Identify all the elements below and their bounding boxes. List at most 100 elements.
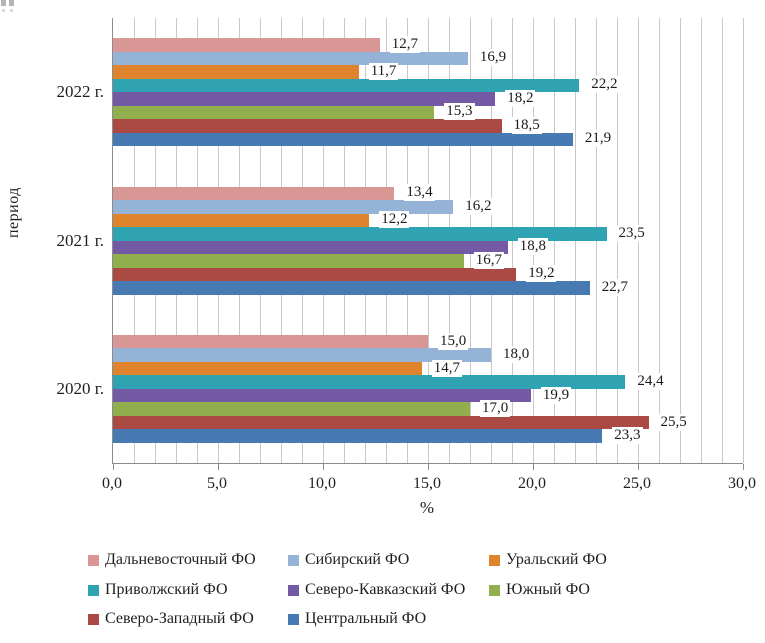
category-label: 2021 г. bbox=[56, 230, 104, 250]
bar-2020-s0 bbox=[113, 334, 428, 349]
bar-2022-s4 bbox=[113, 92, 496, 106]
legend-item: Северо-Западный ФО bbox=[88, 609, 254, 629]
axis-tick bbox=[217, 464, 219, 470]
x-tick-label: 0,0 bbox=[102, 475, 122, 492]
legend-swatch-icon bbox=[88, 554, 99, 566]
bar-2022-s7 bbox=[113, 132, 573, 147]
plot-area: 12,7 16,9 11,7 22,2 18,2 15,3 18,5 21,9 13,4 16,2… bbox=[112, 18, 744, 470]
bar-2022-s2 bbox=[113, 65, 359, 79]
data-label: 19,9 bbox=[540, 386, 572, 404]
legend-item: Дальневосточный ФО bbox=[88, 550, 256, 570]
data-label: 18,8 bbox=[517, 238, 549, 256]
data-label: 16,2 bbox=[463, 197, 494, 215]
bar-2020-s2 bbox=[113, 361, 422, 376]
data-label: 22,7 bbox=[599, 278, 630, 296]
legend-item: Уральский ФО bbox=[489, 550, 607, 570]
legend-swatch-icon bbox=[288, 554, 299, 566]
legend-swatch-icon bbox=[88, 613, 99, 625]
data-label: 19,2 bbox=[526, 265, 557, 283]
bar-2022-s5 bbox=[113, 105, 435, 120]
legend-item: Северо-Кавказский ФО bbox=[288, 580, 465, 600]
bar-2021-s2 bbox=[113, 213, 370, 227]
legend-label: Дальневосточный ФО bbox=[105, 551, 256, 568]
legend-swatch-icon bbox=[489, 554, 500, 566]
x-tick-label: 10,0 bbox=[308, 475, 336, 492]
axis-tick bbox=[532, 464, 534, 470]
data-label: 12,7 bbox=[389, 35, 420, 53]
bar-2020-s4 bbox=[113, 388, 531, 403]
legend-item: Приволжский ФО bbox=[88, 580, 228, 600]
bar-2020-s5 bbox=[113, 402, 470, 416]
data-label: 22,2 bbox=[589, 76, 620, 94]
category-label: 2022 г. bbox=[56, 82, 104, 102]
x-tick-label: 30,0 bbox=[728, 475, 756, 492]
corner-artifact bbox=[9, 0, 14, 6]
gridline bbox=[511, 18, 513, 463]
corner-artifact bbox=[1, 0, 6, 6]
legend-item: Сибирский ФО bbox=[288, 550, 409, 570]
legend-swatch-icon bbox=[88, 584, 99, 596]
legend-label: Северо-Кавказский ФО bbox=[305, 581, 466, 598]
legend-swatch-icon bbox=[489, 584, 500, 596]
bar-2022-s3 bbox=[113, 78, 580, 93]
legend-label: Уральский ФО bbox=[506, 551, 607, 568]
bar-2021-s0 bbox=[113, 186, 395, 200]
bar-2021-s3 bbox=[113, 227, 607, 241]
bar-2020-s3 bbox=[113, 375, 626, 389]
axis-tick bbox=[322, 464, 324, 470]
legend-label: Сибирский ФО bbox=[305, 551, 410, 568]
data-label: 21,9 bbox=[582, 130, 614, 148]
bar-2020-s1 bbox=[113, 348, 491, 362]
bar-2020-s7 bbox=[113, 429, 603, 443]
data-label: 16,7 bbox=[473, 251, 504, 269]
bar-2021-s1 bbox=[113, 200, 454, 214]
data-label: 15,0 bbox=[438, 332, 469, 350]
data-label: 23,5 bbox=[616, 224, 647, 242]
legend-item: Южный ФО bbox=[489, 580, 590, 600]
bar-2022-s1 bbox=[113, 51, 468, 66]
x-tick-label: 25,0 bbox=[623, 475, 651, 492]
axis-tick bbox=[637, 464, 639, 470]
data-label: 16,9 bbox=[477, 49, 509, 67]
gridline bbox=[742, 18, 744, 463]
gridline bbox=[658, 18, 660, 463]
legend-label: Южный ФО bbox=[506, 581, 590, 598]
data-label: 17,0 bbox=[480, 400, 511, 418]
x-tick-label: 15,0 bbox=[413, 475, 441, 492]
bar-2021-s6 bbox=[113, 267, 517, 281]
legend-label: Северо-Западный ФО bbox=[105, 610, 254, 627]
legend-swatch-icon bbox=[288, 584, 299, 596]
data-label: 14,7 bbox=[431, 359, 462, 377]
data-label: 25,5 bbox=[658, 413, 689, 431]
legend-item: Центральный ФО bbox=[288, 609, 426, 629]
data-label: 23,3 bbox=[612, 427, 643, 445]
axis-tick bbox=[112, 464, 114, 470]
gridline bbox=[553, 18, 555, 463]
axis-tick bbox=[427, 464, 429, 470]
gridline bbox=[679, 18, 681, 463]
bar-2021-s4 bbox=[113, 240, 508, 254]
data-label: 18,5 bbox=[511, 116, 542, 134]
x-tick-label: 5,0 bbox=[207, 475, 227, 492]
legend-swatch-icon bbox=[288, 613, 299, 625]
category-label: 2020 г. bbox=[56, 378, 104, 398]
bar-2021-s5 bbox=[113, 254, 464, 268]
x-axis-title: % bbox=[419, 498, 435, 517]
legend-label: Центральный ФО bbox=[305, 610, 427, 627]
bar-2022-s6 bbox=[113, 119, 502, 133]
gridline bbox=[595, 18, 597, 463]
legend-label: Приволжский ФО bbox=[105, 581, 228, 598]
data-label: 24,4 bbox=[635, 373, 666, 391]
corner-artifact bbox=[10, 9, 13, 12]
gridline bbox=[721, 18, 723, 463]
data-label: 18,0 bbox=[501, 346, 532, 364]
bar-2021-s7 bbox=[113, 281, 590, 295]
x-tick-label: 20,0 bbox=[518, 475, 546, 492]
bar-2022-s0 bbox=[113, 38, 380, 52]
data-label: 11,7 bbox=[368, 62, 399, 80]
data-label: 12,2 bbox=[379, 211, 410, 229]
data-label: 18,2 bbox=[505, 89, 536, 107]
bar-2020-s6 bbox=[113, 415, 649, 430]
axis-tick bbox=[742, 464, 744, 470]
